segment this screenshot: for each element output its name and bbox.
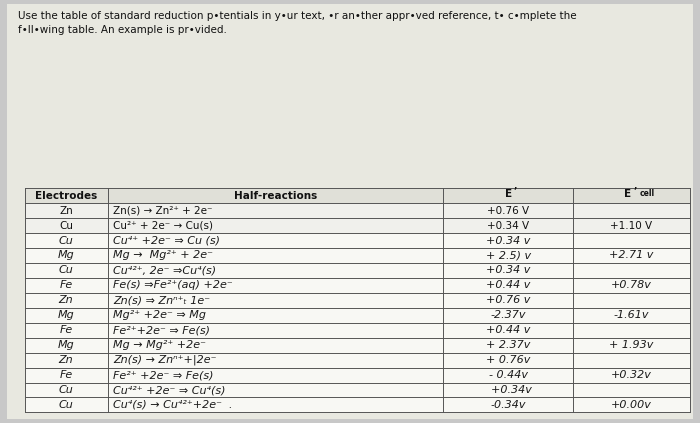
Text: Fe: Fe: [60, 325, 73, 335]
Text: Half-reactions: Half-reactions: [234, 191, 317, 201]
Text: + 2.37v: + 2.37v: [486, 340, 531, 350]
Text: + 2.5) v: + 2.5) v: [486, 250, 531, 261]
Text: Zn: Zn: [59, 295, 74, 305]
Text: Use the table of standard reduction p•tentials in y•ur text, •r an•ther appr•ved: Use the table of standard reduction p•te…: [18, 11, 576, 21]
Text: Mg: Mg: [57, 310, 74, 320]
Text: +0.34 V: +0.34 V: [487, 221, 529, 231]
Text: Cu⁴(s) → Cu⁴²⁺+2e⁻  .: Cu⁴(s) → Cu⁴²⁺+2e⁻ .: [113, 400, 232, 410]
Text: +0.44 v: +0.44 v: [486, 325, 531, 335]
Text: + 0.76v: + 0.76v: [486, 355, 531, 365]
Text: Mg²⁺ +2e⁻ ⇒ Mg: Mg²⁺ +2e⁻ ⇒ Mg: [113, 310, 206, 320]
Text: f•ll•wing table. An example is pr•vided.: f•ll•wing table. An example is pr•vided.: [18, 25, 226, 35]
Text: E: E: [624, 189, 631, 198]
Text: Zn(s) ⇒ Znⁿ⁺ₜ 1e⁻: Zn(s) ⇒ Znⁿ⁺ₜ 1e⁻: [113, 295, 211, 305]
Text: cell: cell: [640, 189, 655, 198]
FancyBboxPatch shape: [25, 218, 690, 233]
Text: +0.76 V: +0.76 V: [487, 206, 529, 216]
Text: +0.32v: +0.32v: [611, 370, 652, 380]
Text: Cu⁴⁺ +2e⁻ ⇒ Cu (s): Cu⁴⁺ +2e⁻ ⇒ Cu (s): [113, 236, 220, 245]
Text: -2.37v: -2.37v: [491, 310, 526, 320]
Text: Cu: Cu: [59, 400, 74, 410]
Text: Zn: Zn: [60, 206, 73, 216]
Text: Zn(s) → Znⁿ⁺+|2e⁻: Zn(s) → Znⁿ⁺+|2e⁻: [113, 355, 217, 365]
FancyBboxPatch shape: [7, 4, 693, 419]
Text: +1.10 V: +1.10 V: [610, 221, 652, 231]
Text: Fe²⁺+2e⁻ ⇒ Fe(s): Fe²⁺+2e⁻ ⇒ Fe(s): [113, 325, 210, 335]
Text: Fe²⁺ +2e⁻ ⇒ Fe(s): Fe²⁺ +2e⁻ ⇒ Fe(s): [113, 370, 214, 380]
Text: +0.34v: +0.34v: [484, 385, 532, 395]
Text: +0.44 v: +0.44 v: [486, 280, 531, 290]
FancyBboxPatch shape: [25, 188, 690, 412]
Text: -1.61v: -1.61v: [614, 310, 649, 320]
FancyBboxPatch shape: [25, 188, 690, 203]
Text: Zn(s) → Zn²⁺ + 2e⁻: Zn(s) → Zn²⁺ + 2e⁻: [113, 206, 213, 216]
Text: ’: ’: [634, 186, 637, 195]
Text: -0.34v: -0.34v: [491, 400, 526, 410]
Text: Fe: Fe: [60, 370, 73, 380]
Text: +2.71 v: +2.71 v: [609, 250, 654, 261]
Text: Mg: Mg: [57, 340, 74, 350]
Text: Cu: Cu: [59, 266, 74, 275]
Text: Electrodes: Electrodes: [35, 191, 97, 201]
Text: Cu: Cu: [59, 236, 74, 245]
Text: Cu⁴²⁺ +2e⁻ ⇒ Cu⁴(s): Cu⁴²⁺ +2e⁻ ⇒ Cu⁴(s): [113, 385, 225, 395]
Text: Mg → Mg²⁺ +2e⁻: Mg → Mg²⁺ +2e⁻: [113, 340, 206, 350]
Text: Cu⁴²⁺, 2e⁻ ⇒Cu⁴(s): Cu⁴²⁺, 2e⁻ ⇒Cu⁴(s): [113, 266, 216, 275]
Text: Mg: Mg: [57, 250, 74, 261]
Text: Mg →  Mg²⁺ + 2e⁻: Mg → Mg²⁺ + 2e⁻: [113, 250, 214, 261]
Text: + 1.93v: + 1.93v: [609, 340, 654, 350]
FancyBboxPatch shape: [25, 203, 690, 218]
Text: Fe(s) ⇒Fe²⁺(aq) +2e⁻: Fe(s) ⇒Fe²⁺(aq) +2e⁻: [113, 280, 233, 290]
Text: +0.78v: +0.78v: [611, 280, 652, 290]
Text: ’: ’: [514, 186, 517, 195]
Text: Zn: Zn: [59, 355, 74, 365]
Text: Cu: Cu: [59, 385, 74, 395]
Text: - 0.44v: - 0.44v: [489, 370, 528, 380]
Text: Cu: Cu: [59, 221, 73, 231]
Text: +0.76 v: +0.76 v: [486, 295, 531, 305]
Text: Fe: Fe: [60, 280, 73, 290]
Text: +0.34 v: +0.34 v: [486, 236, 531, 245]
Text: Cu²⁺ + 2e⁻ → Cu(s): Cu²⁺ + 2e⁻ → Cu(s): [113, 221, 214, 231]
Text: +0.00v: +0.00v: [611, 400, 652, 410]
Text: +0.34 v: +0.34 v: [486, 266, 531, 275]
Text: E: E: [505, 189, 512, 198]
